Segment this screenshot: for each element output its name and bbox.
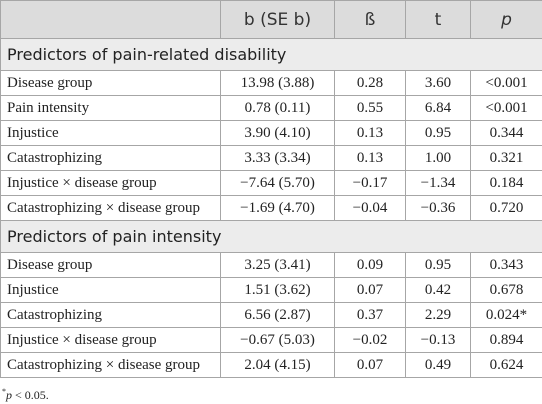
cell: <0.001	[470, 70, 542, 96]
cell: 0.07	[334, 352, 406, 378]
data-row: Catastrophizing 6.56 (2.87) 0.37 2.29 0.024*	[0, 302, 542, 328]
row-label: Catastrophizing × disease group	[0, 352, 221, 378]
cell: 0.55	[334, 95, 406, 121]
cell: 0.624	[470, 352, 542, 378]
cell: −0.02	[334, 327, 406, 353]
cell: 0.37	[334, 302, 406, 328]
data-row: Injustice × disease group −0.67 (5.03) −0.…	[0, 327, 542, 353]
row-label: Disease group	[0, 70, 221, 96]
table-header: b (SE b) ß t p	[0, 0, 542, 39]
cell: −1.69 (4.70)	[220, 195, 335, 221]
regression-table: b (SE b) ß t p Predictors of pain-relate…	[0, 0, 542, 378]
table-body: Predictors of pain-related disability Dis…	[0, 38, 542, 378]
data-row: Disease group 3.25 (3.41) 0.09 0.95 0.343	[0, 252, 542, 278]
row-label: Injustice × disease group	[0, 170, 221, 196]
data-row: Catastrophizing × disease group 2.04 (4.1…	[0, 352, 542, 378]
cell: 0.024*	[470, 302, 542, 328]
row-label: Catastrophizing	[0, 302, 221, 328]
footnote-text: < 0.05.	[12, 388, 49, 402]
section-title: Predictors of pain intensity	[0, 220, 542, 253]
cell: −0.17	[334, 170, 406, 196]
data-row: Pain intensity 0.78 (0.11) 0.55 6.84 <0.001	[0, 95, 542, 121]
cell: 0.321	[470, 145, 542, 171]
footnote-symbol: p	[6, 388, 12, 402]
cell: 0.07	[334, 277, 406, 303]
cell: 0.894	[470, 327, 542, 353]
row-label: Injustice	[0, 277, 221, 303]
cell: −0.04	[334, 195, 406, 221]
section-title: Predictors of pain-related disability	[0, 38, 542, 71]
cell: 13.98 (3.88)	[220, 70, 335, 96]
data-row: Injustice × disease group −7.64 (5.70) −0.…	[0, 170, 542, 196]
cell: 6.56 (2.87)	[220, 302, 335, 328]
cell: 0.13	[334, 145, 406, 171]
data-row: Catastrophizing × disease group −1.69 (4.…	[0, 195, 542, 221]
cell: 0.720	[470, 195, 542, 221]
cell: 0.95	[405, 252, 471, 278]
data-row: Injustice 1.51 (3.62) 0.07 0.42 0.678	[0, 277, 542, 303]
header-cell: ß	[334, 0, 406, 39]
cell: 0.184	[470, 170, 542, 196]
cell: 0.78 (0.11)	[220, 95, 335, 121]
cell: −1.34	[405, 170, 471, 196]
cell: 6.84	[405, 95, 471, 121]
cell: 0.343	[470, 252, 542, 278]
cell: 3.33 (3.34)	[220, 145, 335, 171]
cell: <0.001	[470, 95, 542, 121]
cell: 1.00	[405, 145, 471, 171]
cell: 3.60	[405, 70, 471, 96]
section-row: Predictors of pain intensity	[0, 220, 542, 253]
cell: −0.67 (5.03)	[220, 327, 335, 353]
header-row: b (SE b) ß t p	[0, 0, 542, 39]
footnote-marker: *	[2, 387, 6, 396]
header-cell: p	[470, 0, 542, 39]
cell: −0.36	[405, 195, 471, 221]
row-label: Injustice	[0, 120, 221, 146]
cell: 2.04 (4.15)	[220, 352, 335, 378]
data-row: Catastrophizing 3.33 (3.34) 0.13 1.00 0.321	[0, 145, 542, 171]
cell: 0.49	[405, 352, 471, 378]
cell: 3.25 (3.41)	[220, 252, 335, 278]
header-cell: t	[405, 0, 471, 39]
header-cell: b (SE b)	[220, 0, 335, 39]
cell: 0.09	[334, 252, 406, 278]
cell: −0.13	[405, 327, 471, 353]
row-label: Disease group	[0, 252, 221, 278]
cell: 3.90 (4.10)	[220, 120, 335, 146]
footnote: *p < 0.05.	[2, 387, 542, 403]
cell: 0.344	[470, 120, 542, 146]
cell: 0.13	[334, 120, 406, 146]
data-row: Injustice 3.90 (4.10) 0.13 0.95 0.344	[0, 120, 542, 146]
data-row: Disease group 13.98 (3.88) 0.28 3.60 <0.001	[0, 70, 542, 96]
section-row: Predictors of pain-related disability	[0, 38, 542, 71]
row-label: Catastrophizing	[0, 145, 221, 171]
cell: 1.51 (3.62)	[220, 277, 335, 303]
cell: 0.42	[405, 277, 471, 303]
header-blank	[0, 0, 221, 39]
row-label: Catastrophizing × disease group	[0, 195, 221, 221]
cell: 2.29	[405, 302, 471, 328]
cell: −7.64 (5.70)	[220, 170, 335, 196]
cell: 0.678	[470, 277, 542, 303]
cell: 0.28	[334, 70, 406, 96]
row-label: Pain intensity	[0, 95, 221, 121]
cell: 0.95	[405, 120, 471, 146]
row-label: Injustice × disease group	[0, 327, 221, 353]
